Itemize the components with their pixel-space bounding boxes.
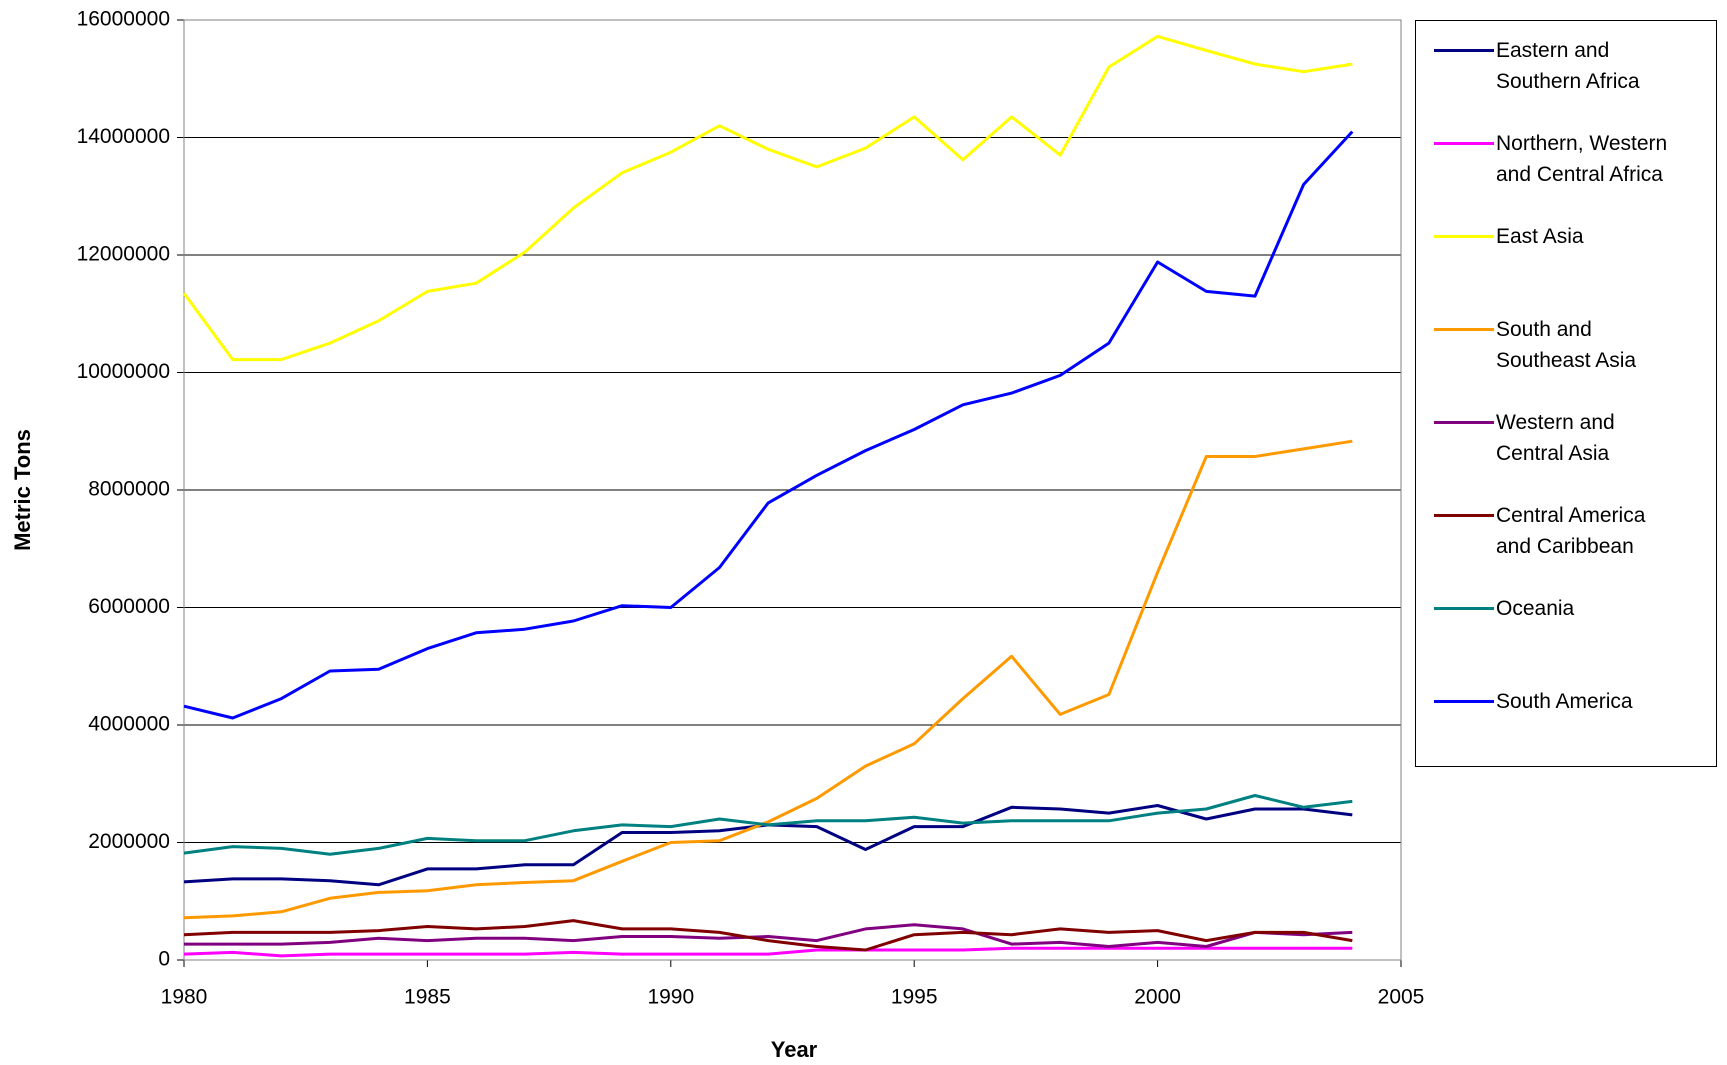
legend-label: Oceania xyxy=(1496,597,1575,620)
x-tick-label: 1985 xyxy=(404,986,451,1009)
series-line xyxy=(183,804,1353,887)
legend-label: Western and Central Asia xyxy=(1496,411,1615,465)
legend-label: Eastern and Southern Africa xyxy=(1496,39,1640,93)
y-tick-label: 10000000 xyxy=(77,360,170,383)
legend-swatch xyxy=(1434,328,1494,331)
y-tick-label: 8000000 xyxy=(88,478,170,501)
legend-label: East Asia xyxy=(1496,225,1584,248)
x-tick-label: 1990 xyxy=(647,986,694,1009)
legend-swatch xyxy=(1434,700,1494,703)
series-line xyxy=(183,946,1353,958)
series-line xyxy=(183,130,1354,720)
x-axis-title: Year xyxy=(771,1037,818,1062)
y-tick-label: 0 xyxy=(158,948,170,971)
legend-label: Central America and Caribbean xyxy=(1496,504,1646,558)
y-tick-label: 2000000 xyxy=(88,830,170,853)
y-axis-title: Metric Tons xyxy=(10,429,35,551)
x-tick-label: 2005 xyxy=(1378,986,1425,1009)
legend-swatch xyxy=(1434,514,1494,517)
legend-label: South and Southeast Asia xyxy=(1496,318,1637,372)
series-line xyxy=(183,439,1353,920)
legend-swatch xyxy=(1434,235,1494,238)
series-line xyxy=(182,34,1353,362)
plot-frame xyxy=(183,19,1402,961)
y-tick-label: 12000000 xyxy=(77,243,170,266)
legend-swatch xyxy=(1434,49,1494,52)
legend-label: South America xyxy=(1496,690,1633,713)
legend-swatch xyxy=(1434,421,1494,424)
legend-swatch xyxy=(1434,142,1494,145)
x-tick-label: 1980 xyxy=(161,986,208,1009)
legend-swatch xyxy=(1434,607,1494,610)
y-tick-label: 6000000 xyxy=(88,595,170,618)
y-tick-label: 14000000 xyxy=(77,125,170,148)
y-tick-label: 4000000 xyxy=(88,713,170,736)
x-tick-label: 1995 xyxy=(891,986,938,1009)
x-tick-label: 2000 xyxy=(1134,986,1181,1009)
legend: Eastern and Southern Africa Northern, Wes… xyxy=(1415,20,1717,767)
y-tick-label: 16000000 xyxy=(77,8,170,31)
series-line xyxy=(184,923,1353,948)
series-line xyxy=(183,919,1353,952)
series-line xyxy=(183,794,1353,856)
legend-label: Northern, Western and Central Africa xyxy=(1496,132,1668,186)
